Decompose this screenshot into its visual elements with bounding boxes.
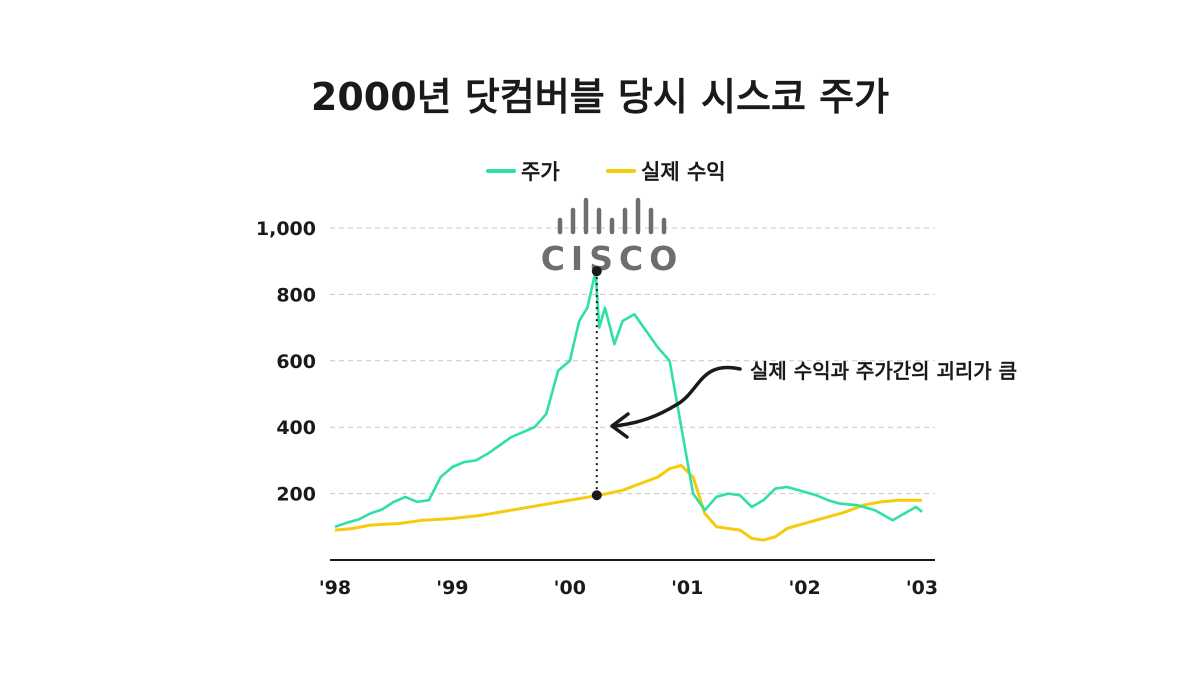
annotation: 실제 수익과 주가간의 괴리가 큼: [610, 359, 1017, 439]
y-tick-label: 1,000: [256, 218, 316, 240]
gap-dot-bottom: [591, 490, 602, 501]
y-tick-label: 200: [276, 484, 316, 506]
y-tick-label: 400: [276, 417, 316, 439]
annotation-arrowhead: [610, 412, 630, 439]
series-lines: [334, 269, 923, 542]
cisco-logo-wordmark: CISCO: [541, 239, 684, 278]
series-line-earnings: [334, 463, 922, 542]
x-tick-label: '02: [788, 577, 820, 599]
legend-label-stock: 주가: [521, 160, 560, 184]
y-tick-label: 600: [276, 351, 316, 373]
legend: 주가 실제 수익: [486, 160, 726, 184]
x-tick-label: '03: [906, 577, 938, 599]
cisco-logo: CISCO: [541, 197, 684, 278]
series-line-stock: [334, 269, 923, 529]
y-tick-label: 800: [276, 284, 316, 306]
y-axis-ticks: 200 400 600 800 1,000: [256, 218, 316, 506]
x-axis-ticks: '98 '99 '00 '01 '02 '03: [319, 577, 938, 599]
gap-marker: [591, 266, 602, 501]
gap-dot-top: [591, 266, 602, 277]
x-tick-label: '00: [554, 577, 586, 599]
chart-title: 2000년 닷컴버블 당시 시스코 주가: [311, 75, 889, 119]
x-tick-label: '99: [436, 577, 468, 599]
annotation-text: 실제 수익과 주가간의 괴리가 큼: [750, 359, 1017, 383]
x-tick-label: '01: [671, 577, 703, 599]
x-tick-label: '98: [319, 577, 351, 599]
legend-label-earnings: 실제 수익: [641, 160, 726, 184]
annotation-arrow: [613, 365, 742, 428]
